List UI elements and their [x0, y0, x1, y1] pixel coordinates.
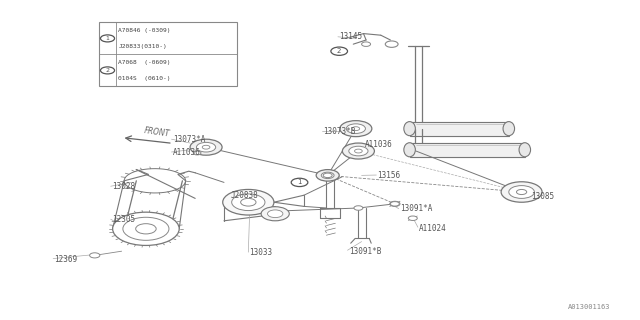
Text: A70846 (-0309): A70846 (-0309) [118, 28, 171, 33]
Circle shape [232, 194, 265, 211]
Text: 12369: 12369 [54, 255, 77, 264]
Circle shape [100, 67, 115, 74]
Circle shape [331, 47, 348, 55]
Circle shape [268, 210, 283, 218]
Text: 13073*A: 13073*A [173, 135, 205, 144]
Circle shape [392, 203, 397, 205]
Circle shape [349, 146, 368, 156]
Circle shape [316, 170, 339, 181]
Bar [99, 22, 237, 86]
Circle shape [223, 189, 274, 215]
Circle shape [193, 151, 201, 155]
Circle shape [113, 212, 179, 245]
Text: 13073*B: 13073*B [323, 127, 356, 136]
Circle shape [123, 217, 169, 240]
Text: A013001163: A013001163 [568, 304, 610, 310]
Circle shape [202, 145, 210, 149]
Circle shape [390, 201, 400, 206]
Text: 1: 1 [297, 180, 302, 185]
Text: 1: 1 [106, 36, 109, 41]
Circle shape [352, 127, 360, 131]
Circle shape [516, 189, 527, 195]
Circle shape [408, 216, 417, 220]
Text: 13145: 13145 [339, 32, 362, 41]
Circle shape [390, 202, 399, 206]
Circle shape [354, 206, 363, 210]
Circle shape [362, 42, 371, 46]
Circle shape [501, 182, 542, 202]
Circle shape [355, 149, 362, 153]
Text: 2: 2 [337, 48, 341, 54]
Ellipse shape [404, 143, 415, 157]
Circle shape [321, 172, 334, 179]
Text: 13028: 13028 [112, 182, 135, 191]
Ellipse shape [519, 143, 531, 157]
Text: 13091*B: 13091*B [349, 247, 381, 256]
Text: J20833(0310-): J20833(0310-) [118, 44, 167, 49]
Text: 13091*A: 13091*A [400, 204, 433, 213]
Circle shape [385, 41, 398, 47]
Circle shape [196, 142, 216, 152]
Circle shape [190, 139, 222, 155]
Text: 13033: 13033 [250, 248, 273, 257]
Circle shape [340, 121, 372, 137]
Text: 2: 2 [106, 68, 109, 73]
Text: A11036: A11036 [173, 148, 200, 156]
Text: A7068  (-0609): A7068 (-0609) [118, 60, 171, 65]
Text: FRONT: FRONT [144, 126, 171, 138]
Ellipse shape [404, 122, 415, 136]
Text: 0104S  (0610-): 0104S (0610-) [118, 76, 171, 81]
Circle shape [261, 207, 289, 221]
Text: J20838: J20838 [230, 191, 258, 200]
Circle shape [291, 178, 308, 187]
Text: A11024: A11024 [419, 224, 447, 233]
Circle shape [323, 173, 332, 178]
Text: 13156: 13156 [378, 171, 401, 180]
Circle shape [509, 186, 534, 198]
Circle shape [346, 124, 365, 133]
Text: A11036: A11036 [365, 140, 392, 149]
Circle shape [241, 198, 256, 206]
Ellipse shape [503, 122, 515, 136]
Circle shape [90, 253, 100, 258]
Text: 13085: 13085 [531, 192, 554, 201]
Text: 12305: 12305 [112, 215, 135, 224]
Circle shape [342, 143, 374, 159]
Circle shape [136, 224, 156, 234]
Circle shape [100, 35, 115, 42]
